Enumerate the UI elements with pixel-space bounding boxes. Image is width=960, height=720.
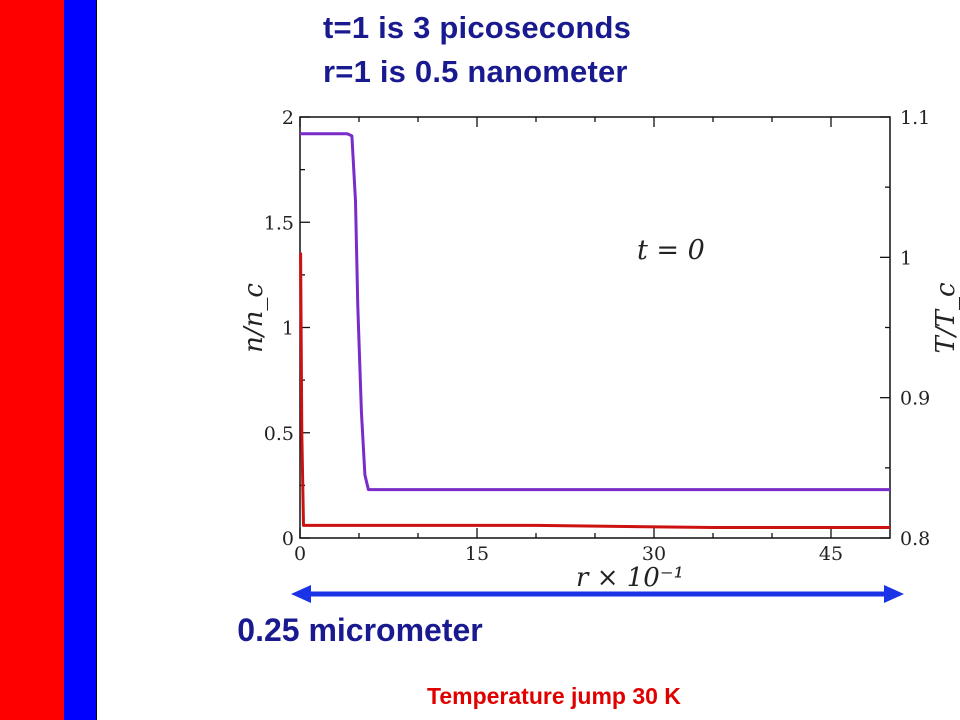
y-axis-label-right: T/T_c: [931, 282, 960, 353]
x-tick-label: 0: [294, 543, 306, 565]
left-bar-edge: [96, 0, 97, 720]
time-scale-note: t=1 is 3 picoseconds: [323, 10, 632, 45]
plot-frame: [299, 116, 891, 539]
time-annotation: t = 0: [637, 235, 705, 266]
series-layer: [299, 132, 890, 529]
y-left-tick-label: 1.5: [264, 212, 294, 234]
x-tick-label: 30: [642, 543, 666, 565]
tick-labels: 0 15 30 45 0 0.5 1 1.5 2 0.8 0.9 1 1.1: [264, 107, 930, 565]
y-left-tick-label: 2: [282, 107, 294, 129]
y-right-tick-label: 0.8: [900, 528, 930, 550]
y-right-tick-label: 1.1: [900, 107, 930, 129]
y-right-tick-label: 0.9: [900, 388, 930, 410]
x-tick-label: 45: [819, 543, 843, 565]
density-curve: [300, 132, 890, 492]
length-scale-note: r=1 is 0.5 nanometer: [323, 54, 628, 89]
y-left-tick-label: 0.5: [264, 423, 294, 445]
scale-arrow-head-right: [884, 585, 904, 603]
temperature-jump-note: Temperature jump 30 K: [427, 683, 681, 709]
temperature-curve: [299, 252, 890, 529]
left-red-bar: [0, 0, 64, 720]
y-right-tick-label: 1: [900, 247, 912, 269]
axis-ticks: [299, 116, 890, 539]
left-blue-bar: [64, 0, 96, 720]
scale-arrow: [291, 585, 904, 603]
x-tick-label: 15: [465, 543, 489, 565]
y-left-tick-label: 1: [282, 318, 294, 340]
scale-arrow-head-left: [291, 585, 311, 603]
x-axis-label: r × 10⁻¹: [576, 563, 684, 593]
scale-label: 0.25 micrometer: [237, 612, 483, 648]
y-axis-label-left: n/n_c: [239, 283, 269, 353]
y-left-tick-label: 0: [282, 528, 294, 550]
